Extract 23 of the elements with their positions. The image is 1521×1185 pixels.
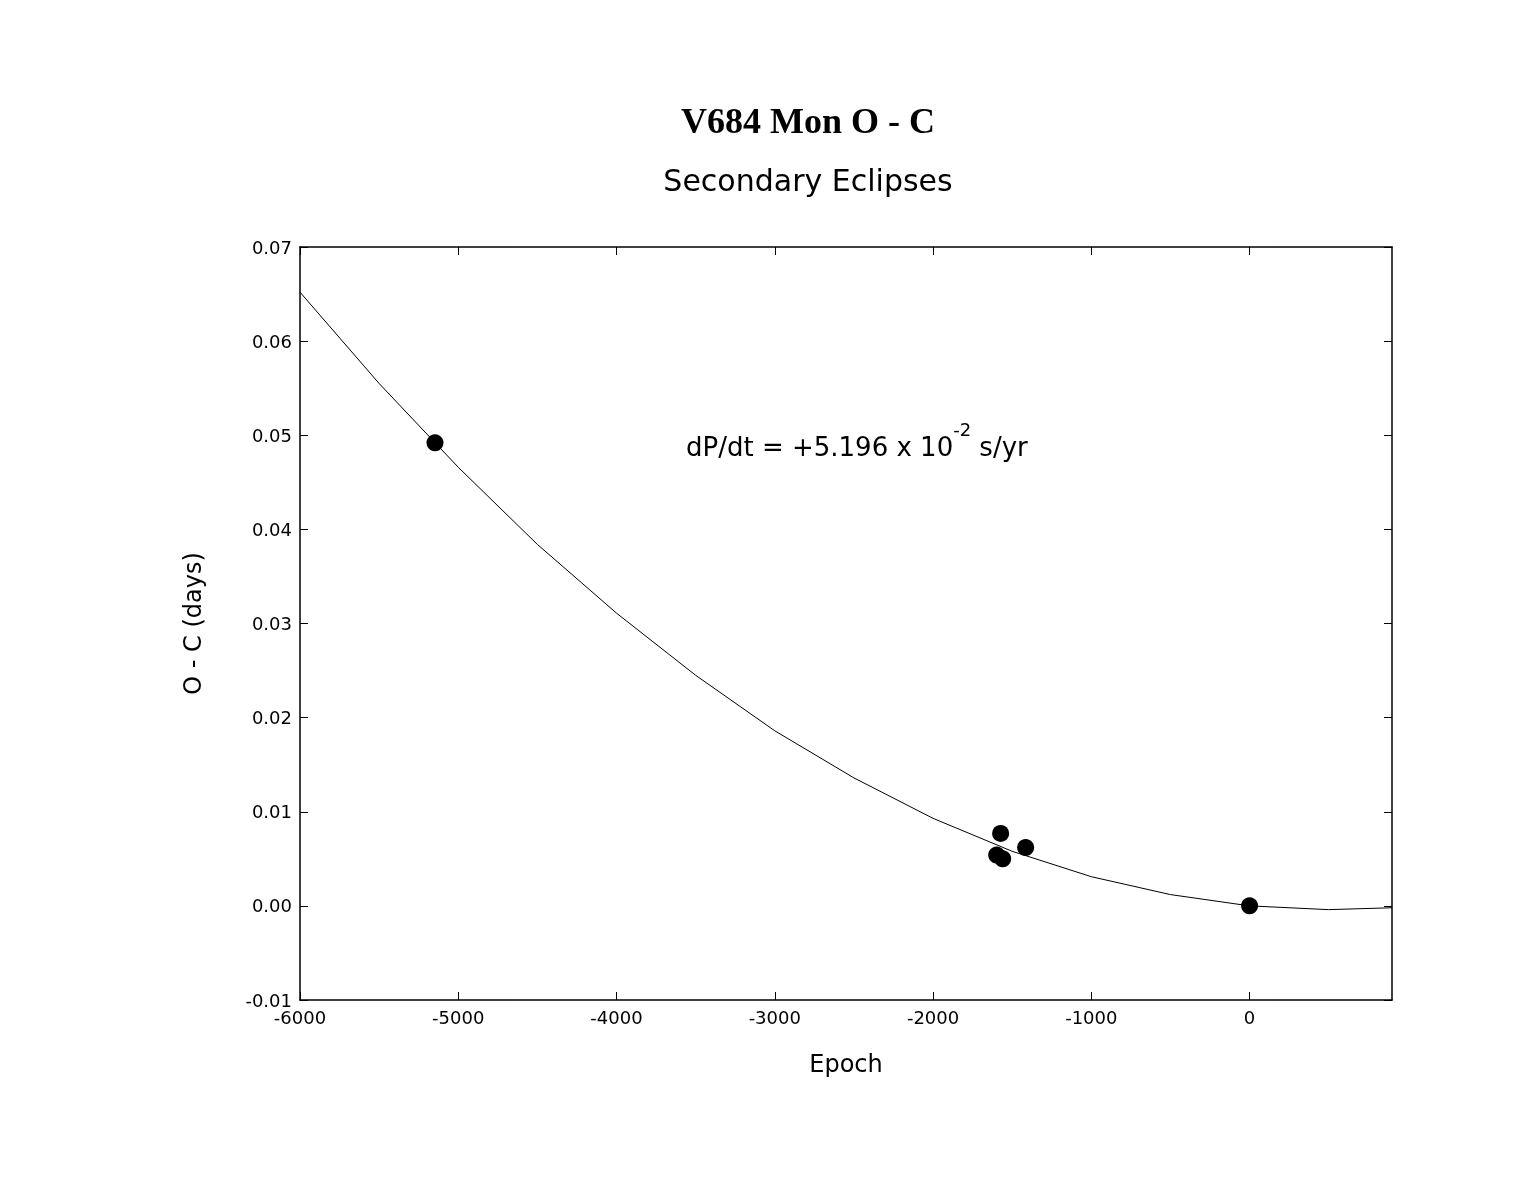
y-tick-label: 0.03 xyxy=(251,613,292,634)
y-tick-label: 0.04 xyxy=(251,518,292,540)
y-axis-title: O - C (days) xyxy=(179,552,207,695)
y-tick-label: 0.06 xyxy=(251,330,292,352)
y-tick-label: 0.02 xyxy=(251,707,292,729)
x-tick-label: -4000 xyxy=(590,1006,643,1028)
x-tick-label: -1000 xyxy=(1065,1006,1118,1028)
x-tick-label: -3000 xyxy=(748,1006,801,1028)
y-tick-label: 0.00 xyxy=(251,895,292,917)
chart-title: V684 Mon O - C xyxy=(681,101,935,141)
x-axis-title: Epoch xyxy=(809,1050,883,1078)
point xyxy=(992,824,1010,842)
y-tick-label: 0.01 xyxy=(251,801,292,823)
chart-subtitle: Secondary Eclipses xyxy=(663,162,953,198)
point xyxy=(426,434,444,452)
point xyxy=(1241,897,1259,915)
x-tick-label: 0 xyxy=(1243,1006,1256,1028)
x-tick-label: -2000 xyxy=(906,1006,960,1028)
point xyxy=(994,850,1012,868)
y-tick-label: 0.07 xyxy=(251,236,292,258)
x-tick-label: -5000 xyxy=(432,1006,485,1028)
point xyxy=(1017,839,1035,857)
y-tick-label: 0.05 xyxy=(251,424,292,446)
